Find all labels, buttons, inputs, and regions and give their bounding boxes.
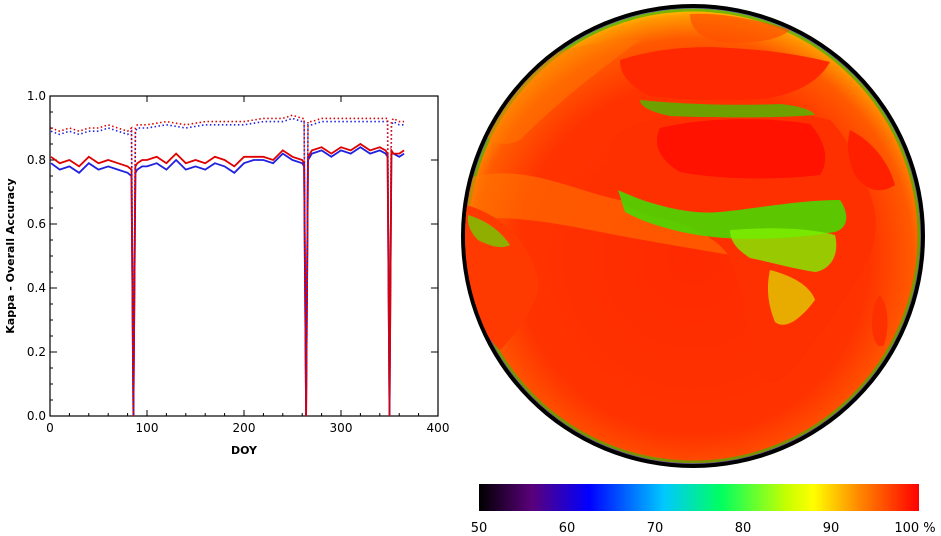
x-tick-label: 0	[46, 421, 54, 435]
x-axis-title: DOY	[231, 444, 258, 457]
earth-disk-heatmap	[461, 4, 925, 468]
colorbar-tick-label: 50	[471, 521, 488, 536]
series-layer	[50, 114, 405, 417]
y-tick-label: 0.0	[27, 409, 46, 423]
tropical-band	[465, 173, 760, 260]
colorbar-tick-label: 80	[735, 521, 752, 536]
colorbar-tick-label: 90	[823, 521, 840, 536]
y-tick-label: 0.2	[27, 345, 46, 359]
y-tick-label: 0.8	[27, 153, 46, 167]
colorbar-tick-label: 60	[559, 521, 576, 536]
y-axis-title: Kappa - Overall Accuracy	[4, 178, 17, 333]
colorbar-tick-label: 70	[647, 521, 664, 536]
europe	[620, 47, 830, 101]
mediterranean-green	[640, 100, 815, 118]
y-tick-label: 0.4	[27, 281, 46, 295]
kappa-accuracy-line-chart: 0 100 200 300 400 0.0 0.2 0.4 0.6 0.8 1.0 DOY Kap…	[4, 89, 449, 457]
series-line-2	[50, 117, 405, 417]
north-cap	[690, 13, 790, 43]
colorbar-ticks: 50 60 70 80 90 100 %	[471, 521, 936, 536]
colorbar-gradient	[479, 484, 919, 511]
central-africa-green	[730, 228, 837, 272]
y-tick-label: 0.6	[27, 217, 46, 231]
x-tick-label: 300	[330, 421, 353, 435]
series-line-3	[50, 114, 405, 417]
plot-frame	[49, 95, 439, 417]
x-tick-label: 100	[136, 421, 159, 435]
series-line-0	[50, 146, 405, 417]
east-africa-yellow	[767, 270, 815, 325]
arabia	[847, 130, 895, 191]
madagascar	[872, 295, 888, 347]
sahel-green	[618, 190, 847, 239]
y-tick-label: 1.0	[27, 89, 46, 103]
colorbar: 50 60 70 80 90 100 %	[471, 484, 936, 536]
y-axis: 0.0 0.2 0.4 0.6 0.8 1.0	[27, 89, 438, 423]
colorbar-tick-label: 100 %	[894, 521, 935, 536]
x-tick-label: 200	[233, 421, 256, 435]
series-line-1	[50, 142, 405, 417]
x-tick-label: 400	[427, 421, 450, 435]
x-axis: 0 100 200 300 400	[46, 96, 449, 435]
sahara-red	[656, 119, 826, 179]
north-atlantic-patch	[480, 40, 640, 144]
south-america-green	[467, 215, 510, 248]
